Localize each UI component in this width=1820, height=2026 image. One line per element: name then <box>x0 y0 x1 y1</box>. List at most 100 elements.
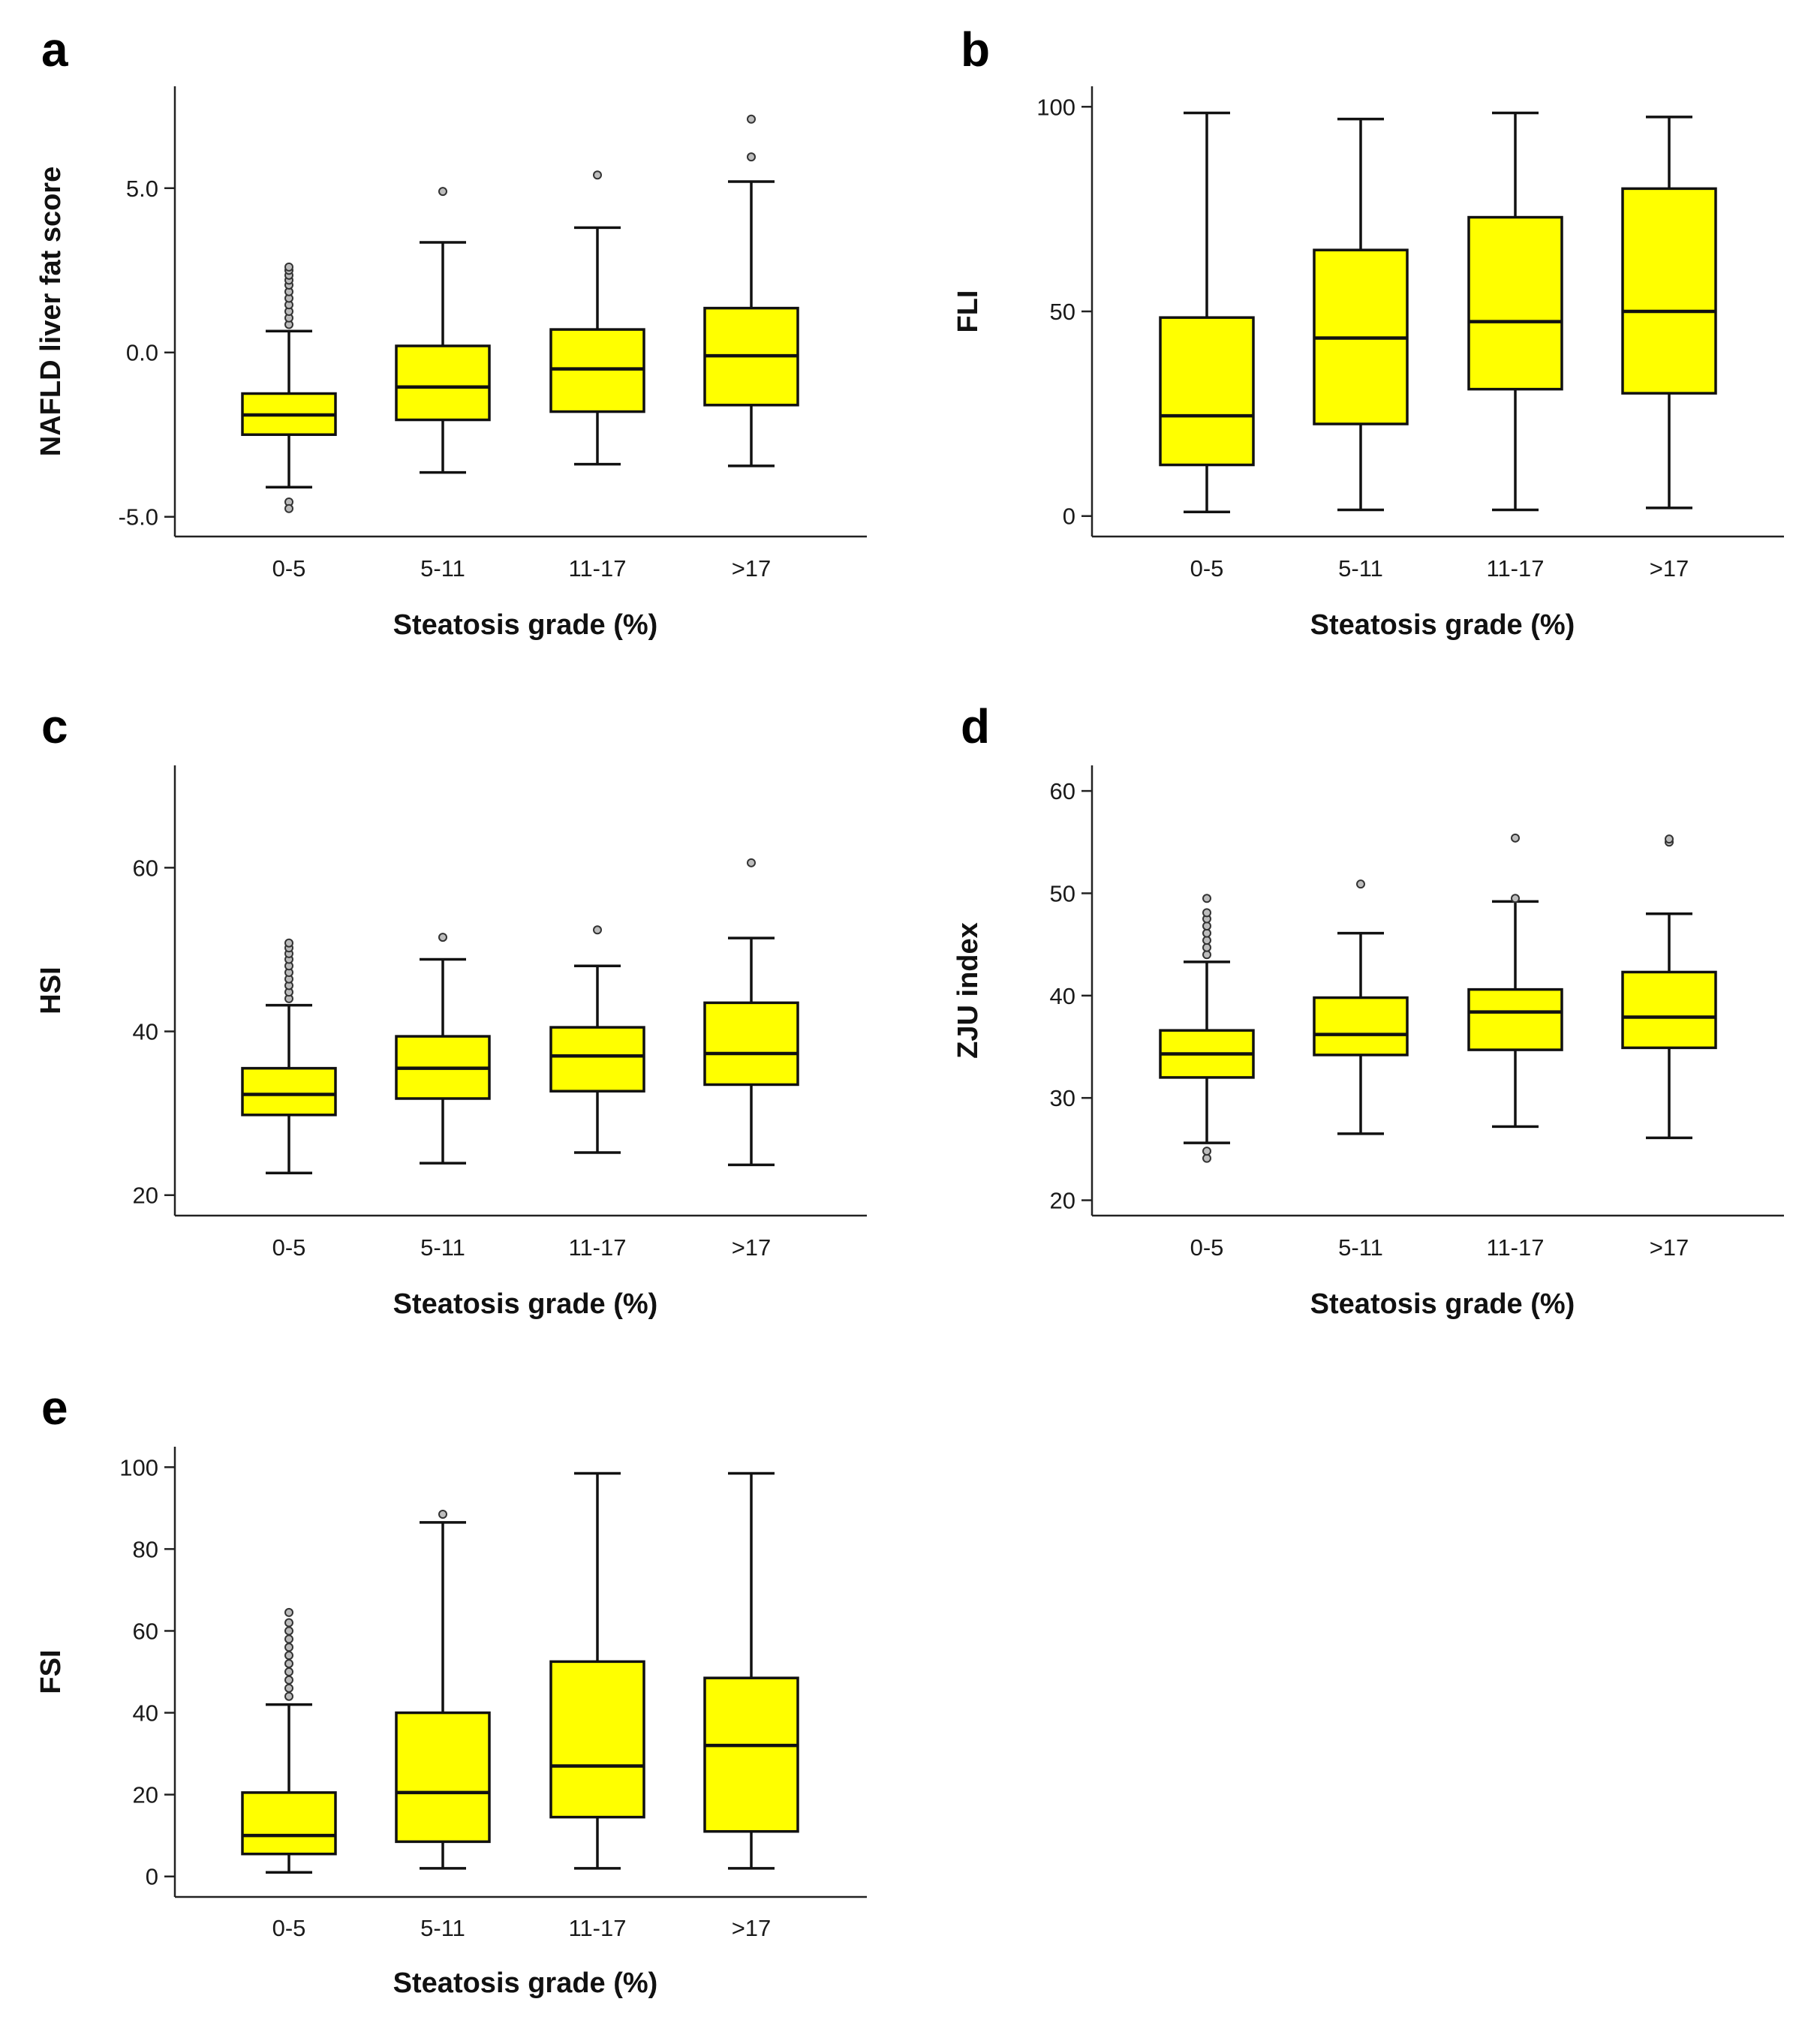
y-tick-label: 20 <box>133 1782 158 1808</box>
outlier-point <box>284 1607 293 1617</box>
y-axis-title: ZJU index <box>952 922 984 1059</box>
outlier-point <box>284 262 293 272</box>
y-tick-label: 100 <box>119 1454 158 1480</box>
box-group <box>241 1607 337 1874</box>
box-group <box>1313 117 1409 512</box>
outlier-point <box>438 933 447 942</box>
outlier-point <box>284 1667 293 1676</box>
box-group <box>1159 111 1255 514</box>
x-tick-label: 5-11 <box>1338 1234 1383 1261</box>
iqr-box <box>1159 316 1255 467</box>
outlier-point <box>1511 894 1520 903</box>
iqr-box <box>241 1791 337 1856</box>
x-tick-label: >17 <box>732 1234 772 1261</box>
x-tick-label: 11-17 <box>569 1915 627 1941</box>
iqr-box <box>1621 970 1717 1050</box>
y-tick-label: 40 <box>133 1019 158 1045</box>
iqr-box <box>241 1066 337 1117</box>
y-tick-label: 0 <box>1063 503 1075 530</box>
outlier-point <box>593 170 602 180</box>
box-group <box>549 1471 645 1870</box>
outlier-point <box>284 503 293 513</box>
outlier-point <box>284 1651 293 1661</box>
box-group <box>1621 834 1717 1140</box>
y-tick-label: 0 <box>146 1864 158 1890</box>
y-axis-title: FSI <box>35 1649 67 1694</box>
outlier-point <box>747 114 756 124</box>
outlier-point <box>1356 879 1365 889</box>
x-tick-label: >17 <box>1650 1234 1689 1261</box>
iqr-box <box>1313 996 1409 1057</box>
box-group <box>241 938 337 1175</box>
x-tick-label: 11-17 <box>569 1234 627 1261</box>
outlier-point <box>284 1691 293 1701</box>
panel-e: e 0 20 40 60 80 100 0-5 5-11 11-17 >17 Steatosis gr… <box>35 1381 867 1999</box>
panel-letter: e <box>41 1381 68 1435</box>
iqr-box <box>395 1711 491 1844</box>
outlier-point <box>1202 894 1211 903</box>
x-tick-label: 5-11 <box>420 1234 465 1261</box>
y-tick-label: 60 <box>133 1618 158 1644</box>
panel-d: d 20 30 40 50 60 0-5 5-11 11-17 >17 Steatosis grad… <box>952 699 1784 1320</box>
iqr-box <box>549 1026 645 1093</box>
iqr-box <box>1467 987 1563 1051</box>
outlier-point <box>284 1675 293 1685</box>
iqr-box <box>703 1001 799 1087</box>
y-axis-title: NAFLD liver fat score <box>35 167 67 456</box>
x-axis-title: Steatosis grade (%) <box>393 1288 658 1320</box>
panel-a: a -5.0 0.0 5.0 0-5 5-11 11-17 >17 Steatosis grad… <box>35 23 867 641</box>
outlier-point <box>1511 833 1520 843</box>
x-tick-label: 11-17 <box>1487 555 1545 582</box>
outlier-point <box>747 858 756 867</box>
x-tick-label: >17 <box>1650 555 1689 582</box>
x-tick-label: 0-5 <box>1190 555 1224 582</box>
panel-letter: c <box>41 699 68 753</box>
x-tick-label: >17 <box>732 555 772 582</box>
outlier-point <box>438 1510 447 1519</box>
box-group <box>395 187 491 474</box>
outlier-point <box>284 1659 293 1669</box>
outlier-point <box>284 1643 293 1652</box>
y-tick-label: 20 <box>133 1183 158 1209</box>
x-tick-label: 0-5 <box>272 1915 306 1941</box>
box-group <box>549 170 645 466</box>
box-group <box>1159 894 1255 1163</box>
x-tick-label: >17 <box>732 1915 772 1941</box>
y-axis-title: FLI <box>952 290 984 333</box>
box-group <box>703 114 799 467</box>
outlier-point <box>284 1683 293 1693</box>
outlier-point <box>284 1626 293 1636</box>
outlier-point <box>1202 1147 1211 1156</box>
outlier-point <box>593 925 602 935</box>
outlier-point <box>284 1618 293 1628</box>
y-tick-label: 30 <box>1050 1085 1075 1111</box>
panel-letter: d <box>961 699 990 753</box>
x-tick-label: 0-5 <box>1190 1234 1224 1261</box>
box-group <box>395 933 491 1165</box>
y-axis-title: HSI <box>35 966 67 1014</box>
x-tick-label: 11-17 <box>569 555 627 582</box>
y-tick-label: 0.0 <box>126 340 158 366</box>
x-axis-title: Steatosis grade (%) <box>393 609 658 641</box>
box-group <box>1313 879 1409 1135</box>
box-group <box>1621 116 1717 510</box>
x-axis-title: Steatosis grade (%) <box>393 1967 658 1999</box>
outlier-point <box>1202 928 1211 938</box>
outlier-point <box>284 1634 293 1644</box>
outlier-point <box>1202 921 1211 931</box>
box-group <box>1467 833 1563 1129</box>
x-axis-title: Steatosis grade (%) <box>1310 609 1575 641</box>
box-group <box>703 1471 799 1870</box>
y-tick-label: 50 <box>1050 880 1075 906</box>
y-tick-label: 80 <box>133 1536 158 1562</box>
panel-b: b 0 50 100 0-5 5-11 11-17 >17 Steatosis grade (%… <box>952 23 1784 641</box>
y-tick-label: -5.0 <box>119 504 158 531</box>
box-group <box>395 1510 491 1870</box>
iqr-box <box>1467 215 1563 391</box>
outlier-point <box>1202 936 1211 945</box>
y-tick-label: 40 <box>133 1700 158 1727</box>
outlier-point <box>1202 1153 1211 1163</box>
outlier-point <box>438 187 447 197</box>
outlier-point <box>1202 908 1211 918</box>
